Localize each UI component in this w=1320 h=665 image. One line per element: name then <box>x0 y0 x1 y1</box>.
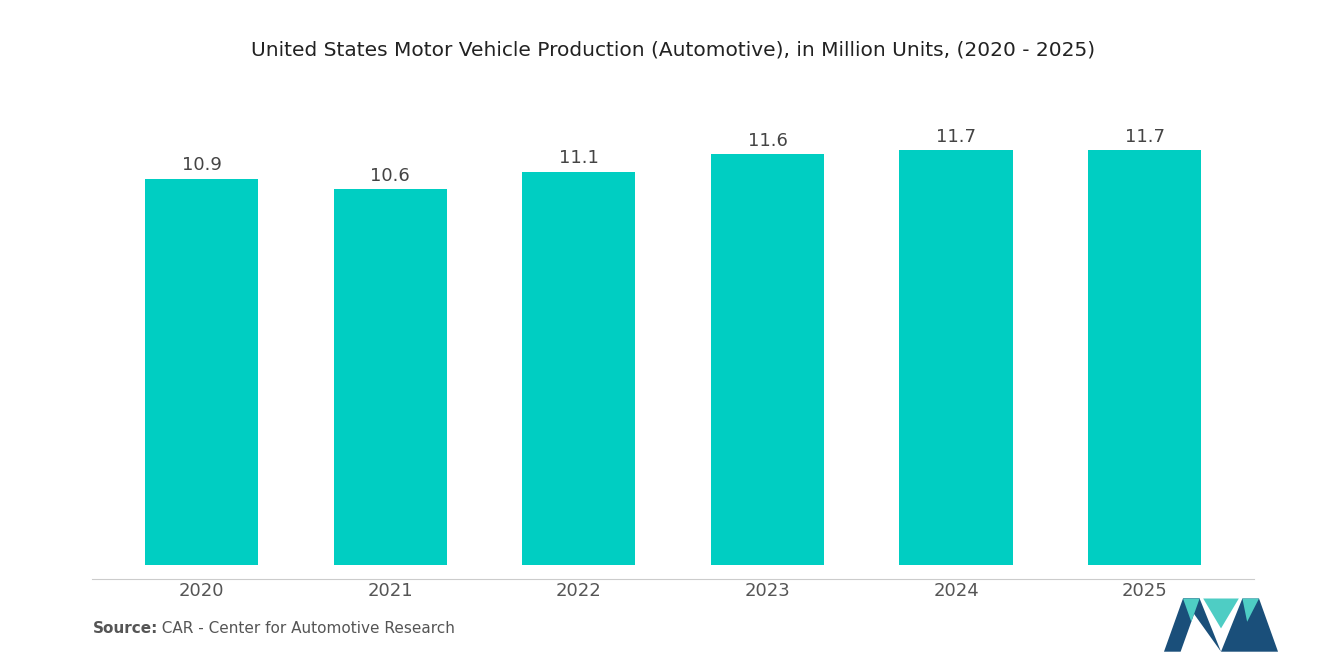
Polygon shape <box>1164 598 1200 652</box>
Text: Source:: Source: <box>92 621 158 636</box>
Bar <box>334 190 447 565</box>
Polygon shape <box>1221 598 1278 652</box>
Text: 11.7: 11.7 <box>936 128 975 146</box>
Bar <box>1088 150 1201 565</box>
Text: 10.9: 10.9 <box>182 156 222 174</box>
Text: 11.6: 11.6 <box>747 132 788 150</box>
Text: CAR - Center for Automotive Research: CAR - Center for Automotive Research <box>152 621 454 636</box>
Polygon shape <box>1242 598 1259 622</box>
Polygon shape <box>1203 598 1238 628</box>
Title: United States Motor Vehicle Production (Automotive), in Million Units, (2020 - 2: United States Motor Vehicle Production (… <box>251 41 1096 60</box>
Bar <box>711 154 824 565</box>
Bar <box>899 150 1012 565</box>
Text: 10.6: 10.6 <box>371 167 411 185</box>
Polygon shape <box>1183 598 1200 622</box>
Bar <box>523 172 635 565</box>
Text: 11.7: 11.7 <box>1125 128 1164 146</box>
Bar <box>145 179 259 565</box>
Polygon shape <box>1183 598 1221 652</box>
Text: 11.1: 11.1 <box>558 150 599 168</box>
